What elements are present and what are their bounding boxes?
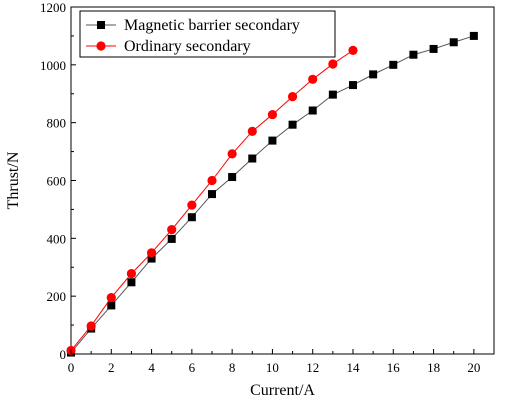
data-point (187, 200, 197, 210)
data-point (248, 154, 257, 163)
legend-marker-ordinary (96, 41, 106, 51)
y-axis-title: Thrust/N (5, 151, 22, 209)
series-layer (66, 31, 478, 357)
data-point (227, 149, 237, 159)
y-tick-label: 200 (47, 289, 67, 304)
data-point (126, 269, 137, 279)
data-point (167, 225, 177, 235)
x-tick-label: 20 (467, 360, 480, 375)
data-point (369, 70, 378, 79)
data-point (308, 74, 318, 84)
y-tick-label: 1200 (40, 0, 66, 15)
data-point (208, 190, 216, 199)
data-point (207, 175, 217, 186)
data-point (167, 234, 176, 243)
data-point (268, 136, 277, 145)
data-point (106, 293, 116, 303)
data-point (107, 301, 116, 310)
legend-box (79, 10, 336, 58)
series-line (70, 35, 475, 353)
plot-frame (70, 6, 495, 355)
data-point (228, 173, 237, 182)
x-tick-label: 2 (108, 360, 115, 375)
x-tick-label: 14 (347, 360, 361, 375)
legend: Magnetic barrier secondary Ordinary seco… (79, 10, 336, 58)
data-point (147, 254, 156, 263)
legend-marker-magnetic (97, 21, 105, 29)
x-tick-label: 10 (266, 360, 279, 375)
y-tick-label: 800 (47, 116, 67, 131)
legend-label-magnetic: Magnetic barrier secondary (124, 17, 300, 34)
data-point (187, 213, 196, 222)
data-point (288, 120, 297, 129)
x-tick-label: 18 (427, 360, 440, 375)
data-point (127, 278, 136, 287)
x-tick-label: 12 (306, 360, 319, 375)
x-tick-label: 6 (189, 360, 196, 375)
x-tick-label: 4 (148, 360, 155, 375)
plot-border (70, 6, 495, 355)
data-point (308, 106, 317, 115)
y-tick-label: 600 (47, 174, 67, 189)
legend-marker-shape (96, 41, 106, 51)
data-point (449, 38, 458, 47)
data-point (389, 60, 398, 69)
data-point (348, 45, 358, 55)
x-tick-label: 0 (68, 360, 75, 375)
data-point (86, 321, 96, 331)
data-point (267, 109, 278, 120)
data-point (409, 50, 418, 59)
x-tick-label: 8 (229, 360, 236, 375)
data-point (429, 44, 438, 53)
legend-marker-shape (97, 21, 105, 29)
series-ordinary (66, 45, 358, 356)
series-magnetic-barrier (67, 31, 478, 357)
x-axis-title: Current/A (250, 382, 315, 399)
data-point (247, 126, 257, 136)
data-point (469, 31, 478, 40)
data-point (287, 92, 298, 102)
data-point (328, 59, 338, 69)
data-point (328, 90, 337, 99)
y-tick-label: 400 (47, 231, 67, 246)
y-tick-label: 1000 (40, 58, 66, 73)
data-point (146, 248, 157, 258)
x-tick-label: 16 (387, 360, 401, 375)
data-point (349, 81, 357, 90)
y-tick-label: 0 (60, 347, 67, 362)
legend-label-ordinary: Ordinary secondary (124, 38, 251, 55)
